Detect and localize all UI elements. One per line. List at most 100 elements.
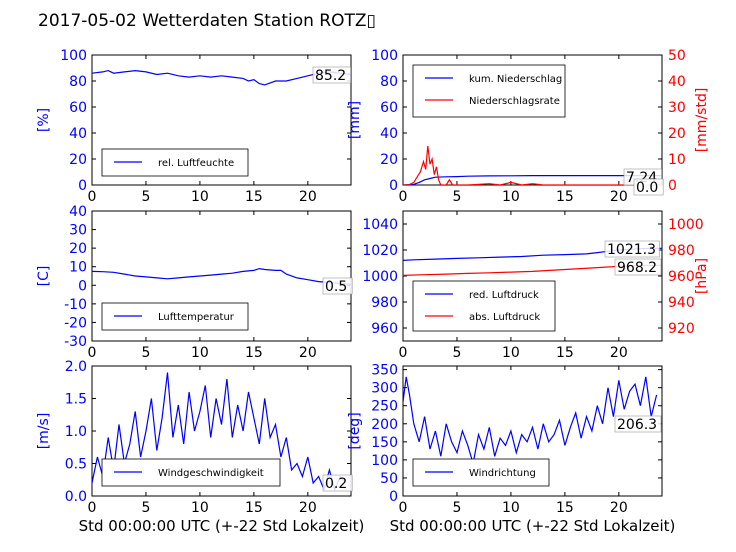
y-tick-label: 150 bbox=[371, 435, 398, 451]
y-tick-label: 200 bbox=[371, 417, 398, 433]
x-tick-label: 20 bbox=[610, 189, 628, 205]
x-tick-label: 15 bbox=[245, 500, 263, 516]
y2-tick-label: 20 bbox=[668, 126, 686, 142]
value-annotation-box bbox=[614, 415, 662, 433]
x-tick-label: 10 bbox=[502, 500, 520, 516]
value-annotation: 85.2 bbox=[315, 68, 346, 84]
value-annotation: 0.0 bbox=[636, 180, 658, 196]
x-tick-label: 10 bbox=[191, 189, 209, 205]
y-tick-label: 0 bbox=[78, 178, 87, 194]
chart-panel-pressure: 0 5 10 15 20 960 980 1000 1020 1040 920 940 960 980 10… bbox=[362, 210, 710, 361]
y-tick-label: 980 bbox=[371, 295, 398, 311]
y-tick-label: -20 bbox=[64, 315, 87, 331]
y-tick-label: 0 bbox=[389, 178, 398, 194]
y2-axis-label: [mm/std] bbox=[694, 88, 710, 153]
y-axis-label: [m/s] bbox=[36, 413, 52, 450]
y-tick-label: 100 bbox=[60, 48, 87, 64]
value-annotation-box bbox=[322, 474, 353, 492]
legend-label: rel. Luftfeuchte bbox=[158, 158, 234, 169]
x-tick-label: 15 bbox=[245, 345, 263, 361]
y-tick-label: 20 bbox=[69, 241, 87, 257]
value-annotation: 0.5 bbox=[325, 279, 347, 295]
value-annotation: 206.3 bbox=[617, 417, 657, 433]
legend: red. Luftdruck abs. Luftdruck bbox=[412, 280, 556, 332]
y-tick-label: 1.0 bbox=[65, 424, 87, 440]
value-annotation-box bbox=[322, 277, 353, 295]
y-tick-label: -30 bbox=[64, 334, 87, 350]
value-annotation-box bbox=[614, 258, 662, 276]
y-tick-label: 0 bbox=[78, 278, 87, 294]
legend-label: Windrichtung bbox=[469, 468, 536, 479]
legend: Windgeschwindigkeit bbox=[101, 458, 281, 487]
y-tick-label: 1000 bbox=[362, 269, 398, 285]
x-tick-label: 10 bbox=[191, 500, 209, 516]
y2-tick-label: 0 bbox=[668, 178, 677, 194]
legend-label: Lufttemperatur bbox=[158, 312, 235, 323]
y2-tick-label: 50 bbox=[668, 48, 686, 64]
y-tick-label: 1020 bbox=[362, 243, 398, 259]
y-tick-label: 30 bbox=[69, 223, 87, 239]
x-tick-label: 15 bbox=[556, 189, 574, 205]
x-tick-label: 15 bbox=[556, 345, 574, 361]
y-tick-label: 10 bbox=[69, 260, 87, 276]
y2-tick-label: 960 bbox=[668, 269, 695, 285]
y-tick-label: 960 bbox=[371, 321, 398, 337]
y-tick-label: 20 bbox=[380, 152, 398, 168]
y-tick-label: 2.0 bbox=[65, 359, 87, 375]
series-line-precip-1 bbox=[403, 145, 662, 185]
figure-title: 2017-05-02 Wetterdaten Station ROTZ▯ bbox=[38, 11, 376, 31]
x-tick-label: 20 bbox=[299, 345, 317, 361]
value-annotation-box bbox=[604, 240, 660, 258]
y-tick-label: 80 bbox=[380, 74, 398, 90]
y-tick-label: 1040 bbox=[362, 217, 398, 233]
value-annotation: 0.2 bbox=[325, 476, 347, 492]
y-tick-label: 20 bbox=[69, 152, 87, 168]
chart-panel-temperature: 0 5 10 15 20 -30 -20 -10 0 10 20 30 40 [C] Lufttempera… bbox=[36, 204, 353, 361]
y-axis-label: [C] bbox=[36, 266, 52, 287]
legend-box bbox=[412, 64, 566, 118]
y-tick-label: 350 bbox=[371, 363, 398, 379]
chart-panel-precip: 0 5 10 15 20 0 20 40 60 80 100 0 10 20 30 40 50 [mm] [mm/s… bbox=[347, 48, 710, 205]
value-annotation: 968.2 bbox=[617, 260, 657, 276]
x-tick-label: 10 bbox=[502, 345, 520, 361]
y2-tick-label: 40 bbox=[668, 74, 686, 90]
y-tick-label: 40 bbox=[69, 126, 87, 142]
x-tick-label: 20 bbox=[299, 189, 317, 205]
series-line-wind_speed-0 bbox=[92, 372, 347, 492]
y-axis-label: [mm] bbox=[347, 101, 363, 139]
x-tick-label: 5 bbox=[452, 345, 461, 361]
y-tick-label: 0.5 bbox=[65, 457, 87, 473]
x-tick-label: 10 bbox=[502, 189, 520, 205]
x-tick-label: 5 bbox=[141, 500, 150, 516]
legend: Lufttemperatur bbox=[101, 302, 249, 331]
value-annotation-box bbox=[633, 178, 664, 196]
x-tick-label: 5 bbox=[141, 345, 150, 361]
legend: kum. Niederschlag Niederschlagsrate bbox=[412, 64, 566, 118]
x-tick-label: 0 bbox=[88, 500, 97, 516]
y-axis-label: [deg] bbox=[347, 412, 363, 449]
y2-tick-label: 10 bbox=[668, 152, 686, 168]
legend-box bbox=[412, 280, 556, 332]
chart-panel-humidity: 0 5 10 15 20 0 20 40 60 80 100 [%] rel. Luftfeuchte 8… bbox=[36, 48, 352, 205]
y-tick-label: 60 bbox=[380, 100, 398, 116]
legend-box bbox=[101, 148, 249, 177]
y-tick-label: 40 bbox=[69, 204, 87, 220]
x-tick-label: 0 bbox=[399, 189, 408, 205]
y-tick-label: 250 bbox=[371, 399, 398, 415]
y-tick-label: 100 bbox=[371, 453, 398, 469]
legend-label: abs. Luftdruck bbox=[469, 312, 540, 323]
x-tick-label: 5 bbox=[452, 189, 461, 205]
y-tick-label: -10 bbox=[64, 297, 87, 313]
y2-tick-label: 920 bbox=[668, 321, 695, 337]
y2-tick-label: 940 bbox=[668, 295, 695, 311]
x-tick-label: 20 bbox=[299, 500, 317, 516]
legend-label: Niederschlagsrate bbox=[469, 96, 560, 107]
legend: rel. Luftfeuchte bbox=[101, 148, 249, 177]
x-tick-label: 0 bbox=[399, 500, 408, 516]
y-tick-label: 0 bbox=[389, 489, 398, 505]
series-line-temperature-0 bbox=[92, 267, 351, 285]
y2-axis-label: [hPa] bbox=[694, 258, 710, 294]
value-annotation: 1021.3 bbox=[607, 242, 656, 258]
